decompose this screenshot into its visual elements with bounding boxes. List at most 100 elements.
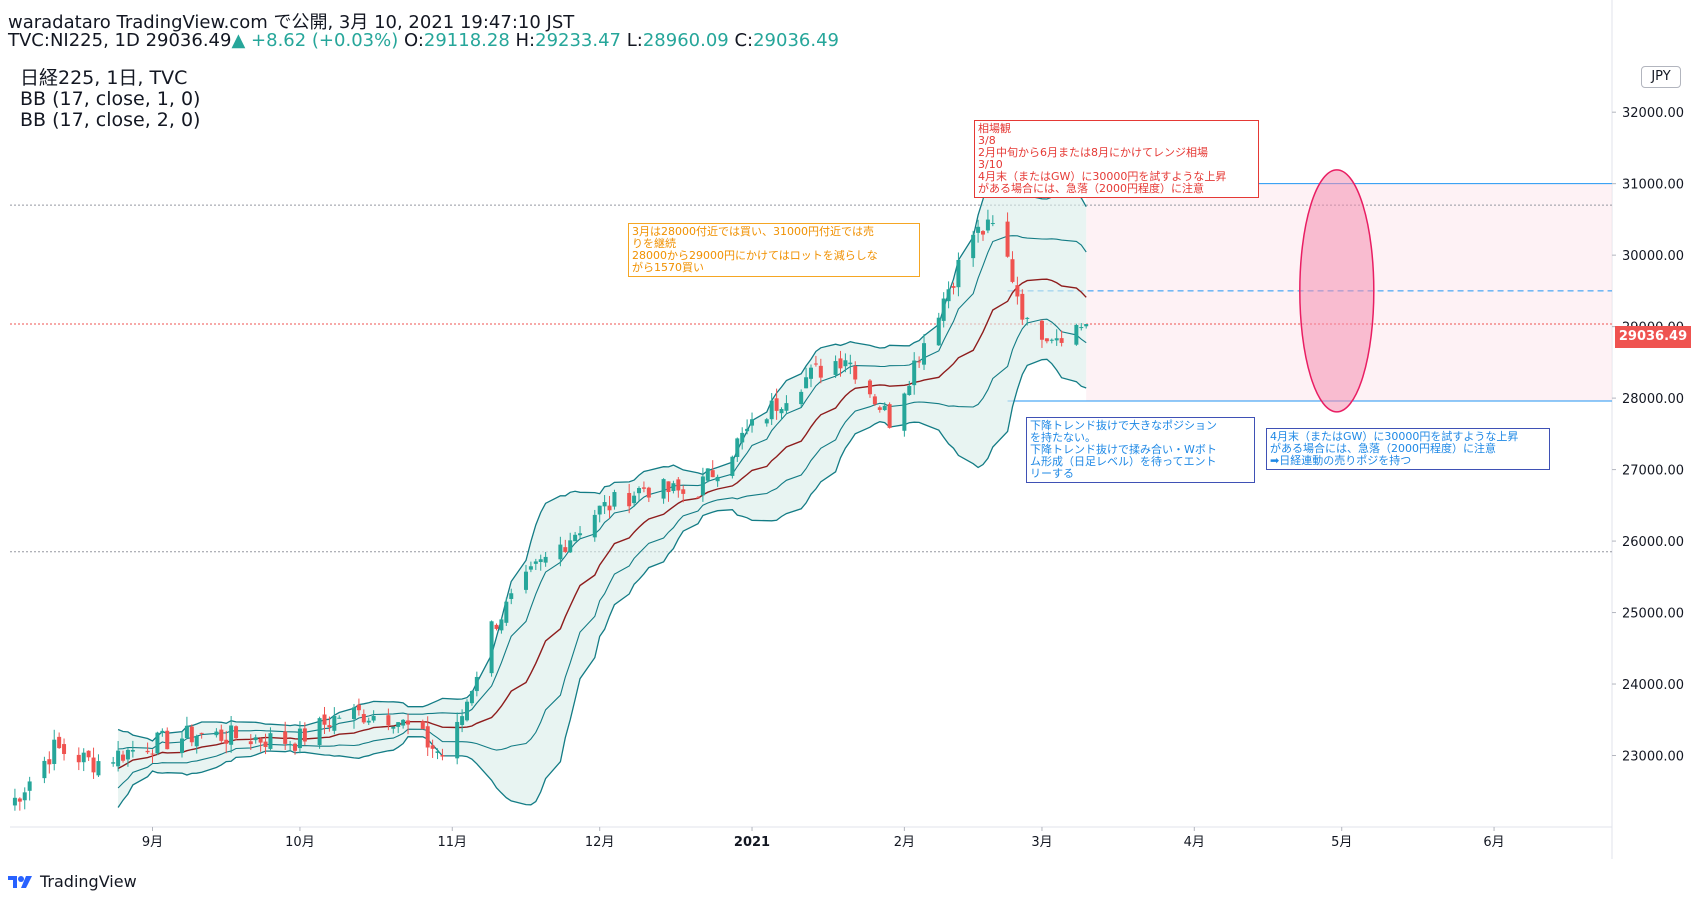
candle-body [980, 231, 985, 235]
candle-body [91, 757, 96, 773]
candle-body [578, 533, 583, 536]
y-tick-label: 24000.00 [1622, 678, 1684, 693]
candle-body [833, 361, 838, 375]
candle-body [705, 468, 710, 481]
note-april-risk[interactable]: 4月末（またはGW）に30000円を試すような上昇 がある場合には、急落（200… [1266, 428, 1550, 470]
candle-body [322, 714, 327, 725]
legend-bb1[interactable]: BB (17, close, 1, 0) [20, 88, 201, 110]
note-market-view[interactable]: 相場観 3/8 2月中旬から6月または8月にかけてレンジ相場 3/10 4月末（… [974, 120, 1259, 198]
candle-body [47, 759, 52, 765]
x-tick-label: 5月 [1331, 835, 1352, 850]
candle-body [627, 493, 632, 507]
candle-body [160, 730, 165, 733]
candle-body [302, 728, 307, 742]
note-trend-break[interactable]: 下降トレンド抜けで大きなポジション を持たない。 下降トレンド抜けで揉み合い・W… [1026, 417, 1255, 483]
candle-body [769, 400, 774, 420]
y-tick-label: 26000.00 [1622, 535, 1684, 550]
candle-body [293, 743, 298, 751]
candle-body [602, 502, 607, 507]
candle-body [607, 505, 612, 511]
candle-body [184, 725, 189, 739]
candle-body [813, 363, 818, 365]
candle-body [116, 750, 121, 767]
candle-body [568, 540, 573, 553]
bb-middle [117, 278, 1087, 770]
candle-body [258, 738, 263, 743]
y-tick-label: 27000.00 [1622, 464, 1684, 479]
candle-body [386, 715, 391, 726]
candle-body [838, 358, 843, 369]
candle-body [985, 219, 990, 231]
candle-body [435, 751, 440, 753]
candle-body [700, 476, 705, 496]
candle-body [951, 286, 956, 288]
chart-legend[interactable]: 日経225, 1日, TVC BB (17, close, 1, 0) BB (… [20, 68, 200, 131]
candle-body [179, 738, 184, 753]
candle-body [288, 744, 293, 746]
candle-body [145, 750, 150, 753]
x-tick-label: 3月 [1031, 835, 1052, 850]
candle-body [283, 731, 288, 744]
candles [12, 209, 1089, 811]
candle-body [1049, 339, 1054, 341]
note-march-strategy[interactable]: 3月は28000付近では買い、31000円付近では売 りを継続 28000から2… [628, 223, 920, 277]
candle-body [317, 718, 322, 746]
open-value: 29118.28 [423, 30, 510, 51]
candle-body [76, 754, 81, 763]
candle-body [219, 729, 224, 741]
y-tick-label: 28000.00 [1622, 392, 1684, 407]
time-axis[interactable]: 9月 10月 11月 12月 2021 2月 3月 4月 5月 6月 [142, 827, 1505, 850]
candle-body [327, 725, 332, 728]
candle-body [848, 362, 853, 365]
candle-body [248, 741, 253, 745]
candle-body [632, 495, 637, 504]
candle-body [666, 481, 671, 493]
candle-body [130, 749, 135, 752]
candle-body [912, 360, 917, 386]
candle-body [150, 753, 155, 755]
candle-body [494, 624, 499, 629]
tradingview-icon [8, 875, 32, 888]
drawing-overlays [1299, 169, 1375, 413]
legend-bb2[interactable]: BB (17, close, 2, 0) [20, 109, 201, 131]
candle-body [396, 722, 401, 727]
candle-body [465, 701, 470, 721]
candle-body [263, 741, 268, 748]
candle-body [224, 739, 229, 744]
candle-body [695, 497, 700, 499]
candle-body [86, 750, 91, 758]
currency-button[interactable]: JPY [1641, 66, 1681, 88]
x-tick-label: 12月 [585, 835, 615, 850]
candle-body [956, 260, 961, 288]
candle-body [809, 367, 813, 379]
candle-body [1039, 320, 1044, 340]
candle-body [774, 398, 779, 411]
x-tick-label: 2月 [894, 835, 915, 850]
y-tick-label: 31000.00 [1622, 178, 1684, 193]
y-tick-label: 23000.00 [1622, 750, 1684, 765]
candle-body [297, 728, 302, 749]
candle-body [57, 736, 62, 749]
candle-body [917, 361, 922, 363]
candle-body [671, 483, 676, 491]
candle-body [125, 749, 130, 760]
candle-body [440, 755, 445, 757]
y-tick-label: 25000.00 [1622, 607, 1684, 622]
candle-body [936, 317, 941, 346]
candle-body [27, 781, 32, 791]
candle-body [214, 731, 219, 736]
legend-symbol[interactable]: 日経225, 1日, TVC [20, 67, 188, 89]
bb-lower1 [117, 318, 1087, 789]
candle-body [469, 691, 474, 704]
candle-body [121, 754, 126, 761]
tradingview-logo[interactable]: TradingView [8, 872, 137, 891]
price-axis[interactable]: 23000.00 24000.00 25000.00 26000.00 27000.00… [1612, 106, 1684, 765]
x-tick-label: 2021 [734, 835, 770, 850]
candle-body [268, 733, 273, 749]
candle-body [1074, 325, 1079, 345]
candle-body [681, 489, 686, 494]
high-value: 29233.47 [535, 30, 622, 51]
candle-body [425, 726, 430, 748]
x-tick-label: 11月 [437, 835, 467, 850]
